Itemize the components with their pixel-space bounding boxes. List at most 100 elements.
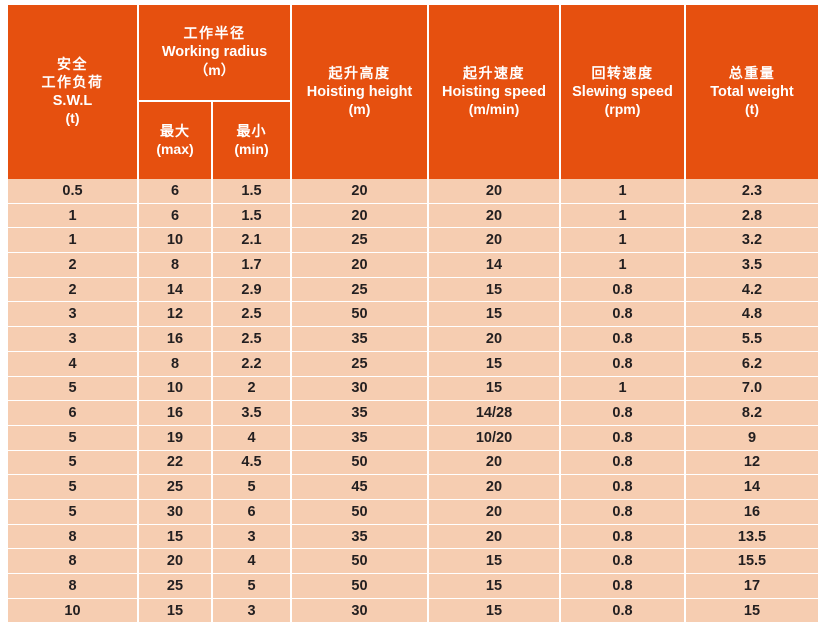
table-row: 2 14 2.9 25 15 0.8 4.2 bbox=[8, 277, 818, 303]
cell-swl: 6 bbox=[8, 400, 139, 426]
header-hoisting-height-cn: 起升高度 bbox=[328, 64, 391, 81]
cell-slewing-speed: 0.8 bbox=[560, 301, 686, 328]
cell-slewing-speed: 0.8 bbox=[560, 326, 686, 352]
table-row: 5 25 5 45 20 0.8 14 bbox=[8, 474, 818, 500]
cell-total-weight: 4.8 bbox=[685, 301, 818, 328]
table-row: 8 15 3 35 20 0.8 13.5 bbox=[8, 524, 818, 550]
header-total-weight-unit: (t) bbox=[745, 101, 759, 118]
cell-hoisting-speed: 20 bbox=[428, 326, 561, 352]
cell-hoisting-height: 35 bbox=[291, 524, 429, 550]
cell-working-radius-max: 19 bbox=[138, 425, 213, 451]
cell-working-radius-max: 15 bbox=[138, 524, 213, 550]
cell-working-radius-min: 5 bbox=[212, 474, 292, 500]
header-slewing-speed-unit: (rpm) bbox=[604, 101, 641, 118]
table-row: 1 6 1.5 20 20 1 2.8 bbox=[8, 203, 818, 229]
cell-total-weight: 15.5 bbox=[685, 548, 818, 575]
cell-hoisting-height: 25 bbox=[291, 351, 429, 377]
header-swl-cn-2: 工作负荷 bbox=[41, 73, 104, 90]
cell-hoisting-height: 20 bbox=[291, 179, 429, 204]
cell-slewing-speed: 0.8 bbox=[560, 474, 686, 500]
cell-working-radius-min: 1.5 bbox=[212, 203, 292, 229]
specification-table-container: 安全 工作负荷 S.W.L (t) 工作半径 Working radius （m… bbox=[8, 5, 818, 622]
cell-working-radius-min: 4.5 bbox=[212, 450, 292, 476]
cell-working-radius-min: 3.5 bbox=[212, 400, 292, 426]
cell-total-weight: 15 bbox=[685, 598, 818, 622]
header-working-radius-unit: （m） bbox=[194, 61, 235, 78]
cell-hoisting-speed: 15 bbox=[428, 573, 561, 599]
cell-hoisting-height: 50 bbox=[291, 499, 429, 525]
header-working-radius-cn: 工作半径 bbox=[183, 25, 246, 42]
table-row: 8 25 5 50 15 0.8 17 bbox=[8, 573, 818, 599]
cell-hoisting-speed: 15 bbox=[428, 376, 561, 402]
cell-hoisting-height: 35 bbox=[291, 326, 429, 352]
cell-hoisting-speed: 15 bbox=[428, 277, 561, 303]
cell-hoisting-speed: 20 bbox=[428, 203, 561, 229]
cell-working-radius-min: 3 bbox=[212, 598, 292, 622]
cell-working-radius-min: 2 bbox=[212, 376, 292, 402]
cell-hoisting-height: 30 bbox=[291, 598, 429, 622]
cell-working-radius-min: 4 bbox=[212, 425, 292, 451]
cell-hoisting-height: 50 bbox=[291, 548, 429, 575]
cell-total-weight: 8.2 bbox=[685, 400, 818, 426]
cell-hoisting-speed: 20 bbox=[428, 524, 561, 550]
cell-hoisting-height: 30 bbox=[291, 376, 429, 402]
cell-working-radius-max: 25 bbox=[138, 573, 213, 599]
cell-total-weight: 12 bbox=[685, 450, 818, 476]
cell-swl: 0.5 bbox=[8, 179, 139, 204]
header-total-weight-en: Total weight bbox=[710, 83, 794, 100]
cell-hoisting-height: 45 bbox=[291, 474, 429, 500]
cell-total-weight: 17 bbox=[685, 573, 818, 599]
cell-hoisting-speed: 15 bbox=[428, 301, 561, 328]
header-radius-max-en: (max) bbox=[156, 140, 194, 157]
table-header: 安全 工作负荷 S.W.L (t) 工作半径 Working radius （m… bbox=[8, 5, 818, 180]
table-row: 1 10 2.1 25 20 1 3.2 bbox=[8, 227, 818, 254]
header-slewing-speed: 回转速度 Slewing speed (rpm) bbox=[560, 5, 686, 180]
cell-total-weight: 4.2 bbox=[685, 277, 818, 303]
cell-slewing-speed: 0.8 bbox=[560, 598, 686, 622]
cell-slewing-speed: 0.8 bbox=[560, 450, 686, 476]
cell-hoisting-height: 50 bbox=[291, 301, 429, 328]
table-row: 5 10 2 30 15 1 7.0 bbox=[8, 376, 818, 402]
cell-swl: 1 bbox=[8, 227, 139, 254]
cell-working-radius-max: 12 bbox=[138, 301, 213, 328]
cell-slewing-speed: 0.8 bbox=[560, 524, 686, 550]
cell-total-weight: 3.5 bbox=[685, 252, 818, 278]
cell-working-radius-max: 6 bbox=[138, 179, 213, 204]
cell-total-weight: 7.0 bbox=[685, 376, 818, 402]
table-row: 5 22 4.5 50 20 0.8 12 bbox=[8, 450, 818, 476]
cell-hoisting-speed: 14 bbox=[428, 252, 561, 278]
table-row: 4 8 2.2 25 15 0.8 6.2 bbox=[8, 351, 818, 377]
cell-slewing-speed: 0.8 bbox=[560, 499, 686, 525]
table-row: 10 15 3 30 15 0.8 15 bbox=[8, 598, 818, 622]
cell-swl: 3 bbox=[8, 301, 139, 328]
cell-swl: 8 bbox=[8, 548, 139, 575]
header-row-sub: 最大 (max) 最小 (min) bbox=[8, 101, 818, 180]
table-row: 3 12 2.5 50 15 0.8 4.8 bbox=[8, 301, 818, 328]
cell-hoisting-speed: 10/20 bbox=[428, 425, 561, 451]
cell-swl: 5 bbox=[8, 474, 139, 500]
cell-hoisting-height: 20 bbox=[291, 203, 429, 229]
cell-swl: 2 bbox=[8, 252, 139, 278]
cell-hoisting-height: 25 bbox=[291, 227, 429, 254]
cell-working-radius-max: 6 bbox=[138, 203, 213, 229]
table-row: 5 19 4 35 10/20 0.8 9 bbox=[8, 425, 818, 451]
cell-hoisting-speed: 15 bbox=[428, 548, 561, 575]
cell-hoisting-speed: 15 bbox=[428, 598, 561, 622]
cell-working-radius-min: 2.1 bbox=[212, 227, 292, 254]
cell-slewing-speed: 0.8 bbox=[560, 573, 686, 599]
cell-total-weight: 2.8 bbox=[685, 203, 818, 229]
cell-hoisting-speed: 20 bbox=[428, 450, 561, 476]
cell-working-radius-max: 16 bbox=[138, 400, 213, 426]
cell-swl: 5 bbox=[8, 376, 139, 402]
cell-working-radius-min: 1.5 bbox=[212, 179, 292, 204]
header-swl: 安全 工作负荷 S.W.L (t) bbox=[8, 5, 139, 180]
cell-working-radius-max: 30 bbox=[138, 499, 213, 525]
header-working-radius-max: 最大 (max) bbox=[138, 101, 213, 180]
table-row: 5 30 6 50 20 0.8 16 bbox=[8, 499, 818, 525]
header-total-weight: 总重量 Total weight (t) bbox=[685, 5, 818, 180]
cell-swl: 8 bbox=[8, 573, 139, 599]
cell-working-radius-max: 15 bbox=[138, 598, 213, 622]
cell-working-radius-min: 5 bbox=[212, 573, 292, 599]
header-working-radius: 工作半径 Working radius （m） bbox=[138, 5, 292, 103]
cell-slewing-speed: 1 bbox=[560, 203, 686, 229]
